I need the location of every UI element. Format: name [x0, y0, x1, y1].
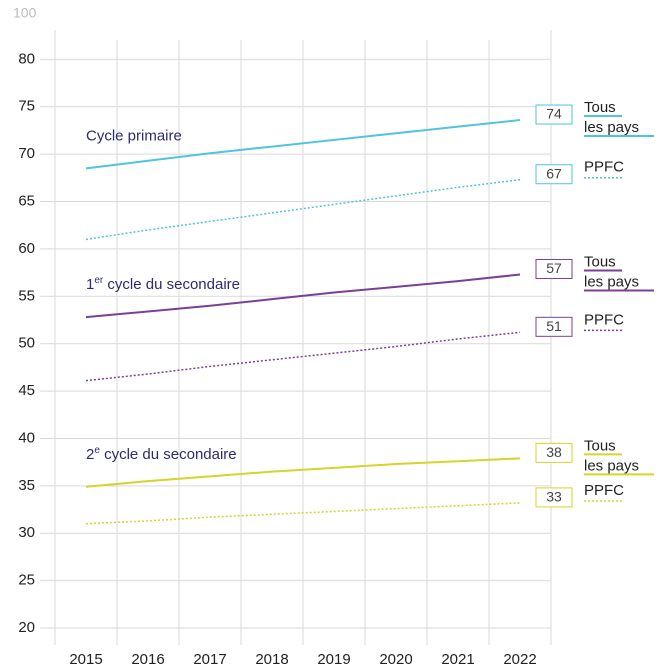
value-label: 67 [546, 165, 562, 181]
group-label-sup: e [94, 444, 100, 455]
series-line [85, 457, 521, 488]
legend-label-line: les pays [584, 457, 639, 474]
legend-label-line: Tous [584, 253, 620, 270]
y-tick-label: 45 [18, 382, 35, 399]
group-label-num: 2 [86, 446, 94, 463]
value-label-box [535, 259, 573, 280]
value-label: 38 [546, 444, 562, 460]
value-label-box [535, 316, 573, 337]
series-line [85, 273, 521, 319]
value-label: 33 [546, 489, 562, 505]
y-tick-label: 55 [18, 287, 35, 304]
value-label-box [535, 164, 573, 185]
y-tick-label: 50 [18, 335, 35, 352]
x-tick-label: 2017 [193, 651, 226, 668]
value-label: 57 [546, 260, 562, 276]
legend-label-line: Tous [584, 437, 620, 454]
series-line [85, 502, 521, 525]
group-label-rest: cycle du secondaire [103, 276, 240, 293]
x-tick-label: 2021 [441, 651, 474, 668]
group-label-num: 1 [86, 276, 94, 293]
y-top-label: 100 [13, 5, 37, 21]
value-label-box [535, 487, 573, 508]
group-label: 2e cycle du secondaire [86, 444, 237, 462]
y-tick-label: 25 [18, 572, 35, 589]
y-tick-label: 75 [18, 98, 35, 115]
y-tick-label: 35 [18, 477, 35, 494]
group-label-rest: cycle du secondaire [100, 446, 237, 463]
legend-label: Tous les pays [584, 99, 639, 136]
value-label-box [535, 442, 573, 463]
group-label: Cycle primaire [86, 127, 182, 144]
y-tick-label: 80 [18, 50, 35, 67]
y-tick-label: 60 [18, 240, 35, 257]
y-tick-label: 70 [18, 145, 35, 162]
legend-label-line: Tous [584, 99, 620, 116]
value-label: 74 [546, 106, 562, 122]
y-tick-label: 30 [18, 524, 35, 541]
y-tick-label: 40 [18, 429, 35, 446]
legend-label: Tous les pays [584, 437, 639, 474]
series-line [85, 331, 521, 382]
legend-label: PPFC [584, 311, 624, 328]
y-tick-label: 20 [18, 619, 35, 636]
x-tick-label: 2022 [503, 651, 536, 668]
group-label-sup: er [94, 275, 104, 286]
group-label: 1er cycle du secondaire [86, 275, 240, 293]
series-line [85, 119, 521, 170]
legend-label-line: les pays [584, 273, 639, 290]
legend-label: PPFC [584, 482, 624, 499]
x-tick-label: 2018 [255, 651, 288, 668]
legend-label: PPFC [584, 159, 624, 176]
legend-label: Tous les pays [584, 253, 639, 290]
x-tick-label: 2016 [131, 651, 164, 668]
series-line [85, 178, 521, 241]
x-tick-label: 2019 [317, 651, 350, 668]
value-label: 51 [546, 318, 562, 334]
y-tick-label: 65 [18, 193, 35, 210]
value-label-box [535, 104, 573, 125]
x-tick-label: 2020 [379, 651, 412, 668]
x-tick-label: 2015 [69, 651, 102, 668]
legend-label-line: les pays [584, 119, 639, 136]
